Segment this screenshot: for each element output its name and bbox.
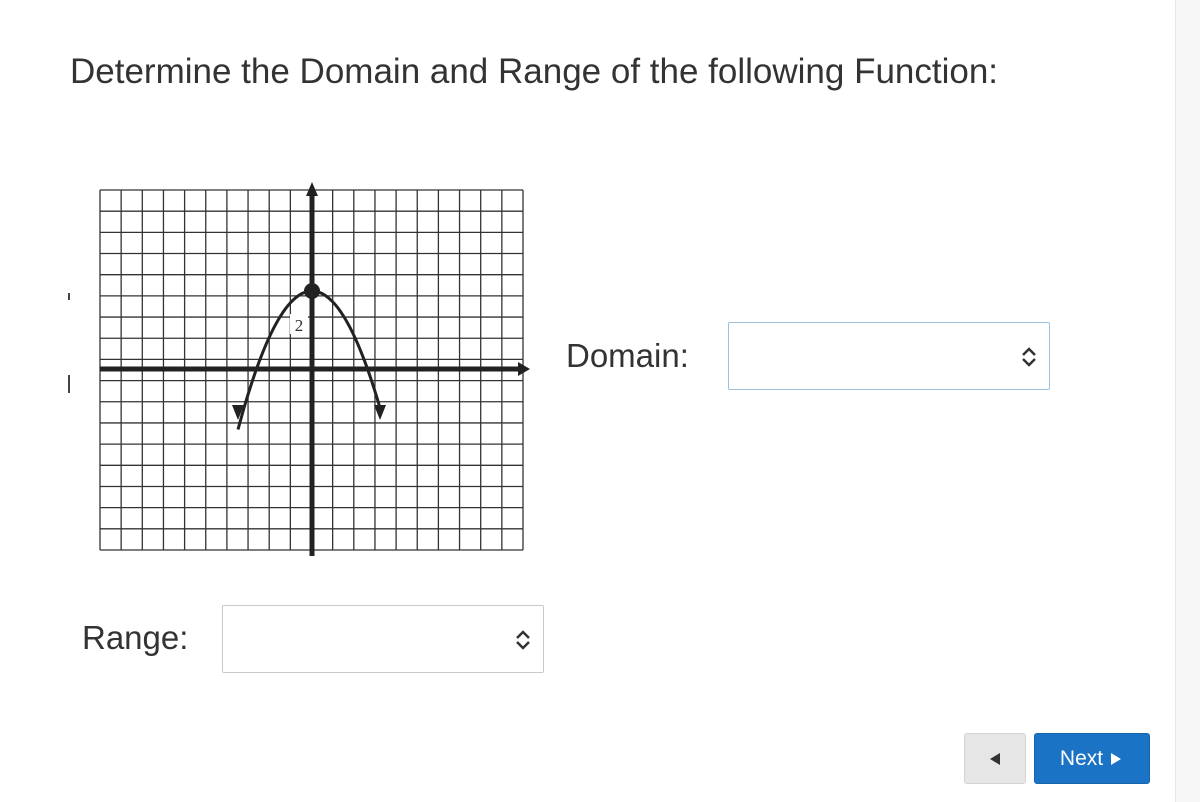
graph-axes: 2: [68, 182, 530, 556]
label-bg: [290, 314, 308, 334]
parabola: [236, 289, 382, 430]
x-arrow: [518, 362, 530, 376]
y-arrow: [306, 182, 318, 196]
function-graph: 2: [68, 182, 530, 556]
range-select[interactable]: [222, 605, 544, 673]
vertex-point: [304, 283, 320, 299]
curve-arrow-left: [232, 405, 244, 420]
select-chevrons: [516, 630, 530, 650]
graph-label: 2: [295, 316, 304, 335]
domain-select[interactable]: [728, 322, 1050, 390]
question-title: Determine the Domain and Range of the fo…: [70, 52, 999, 91]
curve-arrow-right: [374, 405, 386, 420]
prev-icon: [990, 752, 1000, 765]
next-icon: [1111, 752, 1122, 765]
prev-button[interactable]: [964, 733, 1026, 784]
select-chevrons: [1022, 347, 1036, 367]
domain-label: Domain:: [566, 337, 689, 374]
next-button[interactable]: Next: [1034, 733, 1150, 784]
next-text: Next: [1059, 746, 1104, 770]
range-label: Range:: [82, 619, 189, 656]
